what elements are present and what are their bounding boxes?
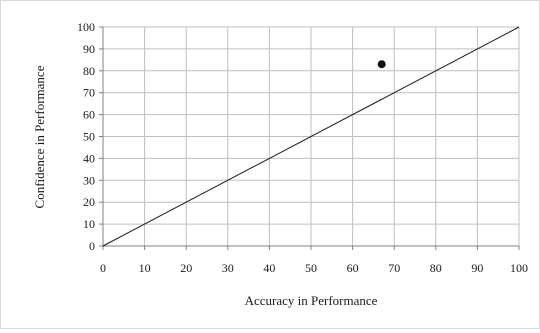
y-tick-label: 60 [83,108,95,122]
y-tick-labels: 0 10 20 30 40 50 60 70 80 90 100 [77,20,95,253]
x-axis-label: Accuracy in Performance [245,293,378,308]
x-tick-label: 100 [510,261,528,275]
y-axis-label: Confidence in Performance [32,65,47,208]
axes [99,26,520,250]
x-tick-label: 50 [305,261,317,275]
data-point [377,60,386,69]
x-tick-label: 80 [430,261,442,275]
data-points [377,60,386,69]
x-tick-label: 70 [388,261,400,275]
x-tick-label: 40 [263,261,275,275]
y-tick-label: 50 [83,130,95,144]
y-tick-label: 40 [83,151,95,165]
x-tick-label: 20 [180,261,192,275]
x-tick-label: 10 [139,261,151,275]
reference-line-layer [102,26,520,247]
y-tick-label: 70 [83,86,95,100]
x-tick-label: 90 [471,261,483,275]
y-tick-label: 10 [83,217,95,231]
y-tick-label: 100 [77,20,95,34]
scatter-chart: 0 10 20 30 40 50 60 70 80 90 100 0 10 20 30 40 50 60 70 80… [32,20,528,308]
y-tick-label: 0 [89,239,95,253]
x-tick-label: 60 [347,261,359,275]
x-tick-labels: 0 10 20 30 40 50 60 70 80 90 100 [100,261,528,275]
reference-line [102,26,520,247]
y-tick-label: 80 [83,64,95,78]
y-tick-label: 30 [83,173,95,187]
y-tick-label: 90 [83,42,95,56]
y-tick-label: 20 [83,195,95,209]
x-tick-label: 30 [222,261,234,275]
x-tick-label: 0 [100,261,106,275]
